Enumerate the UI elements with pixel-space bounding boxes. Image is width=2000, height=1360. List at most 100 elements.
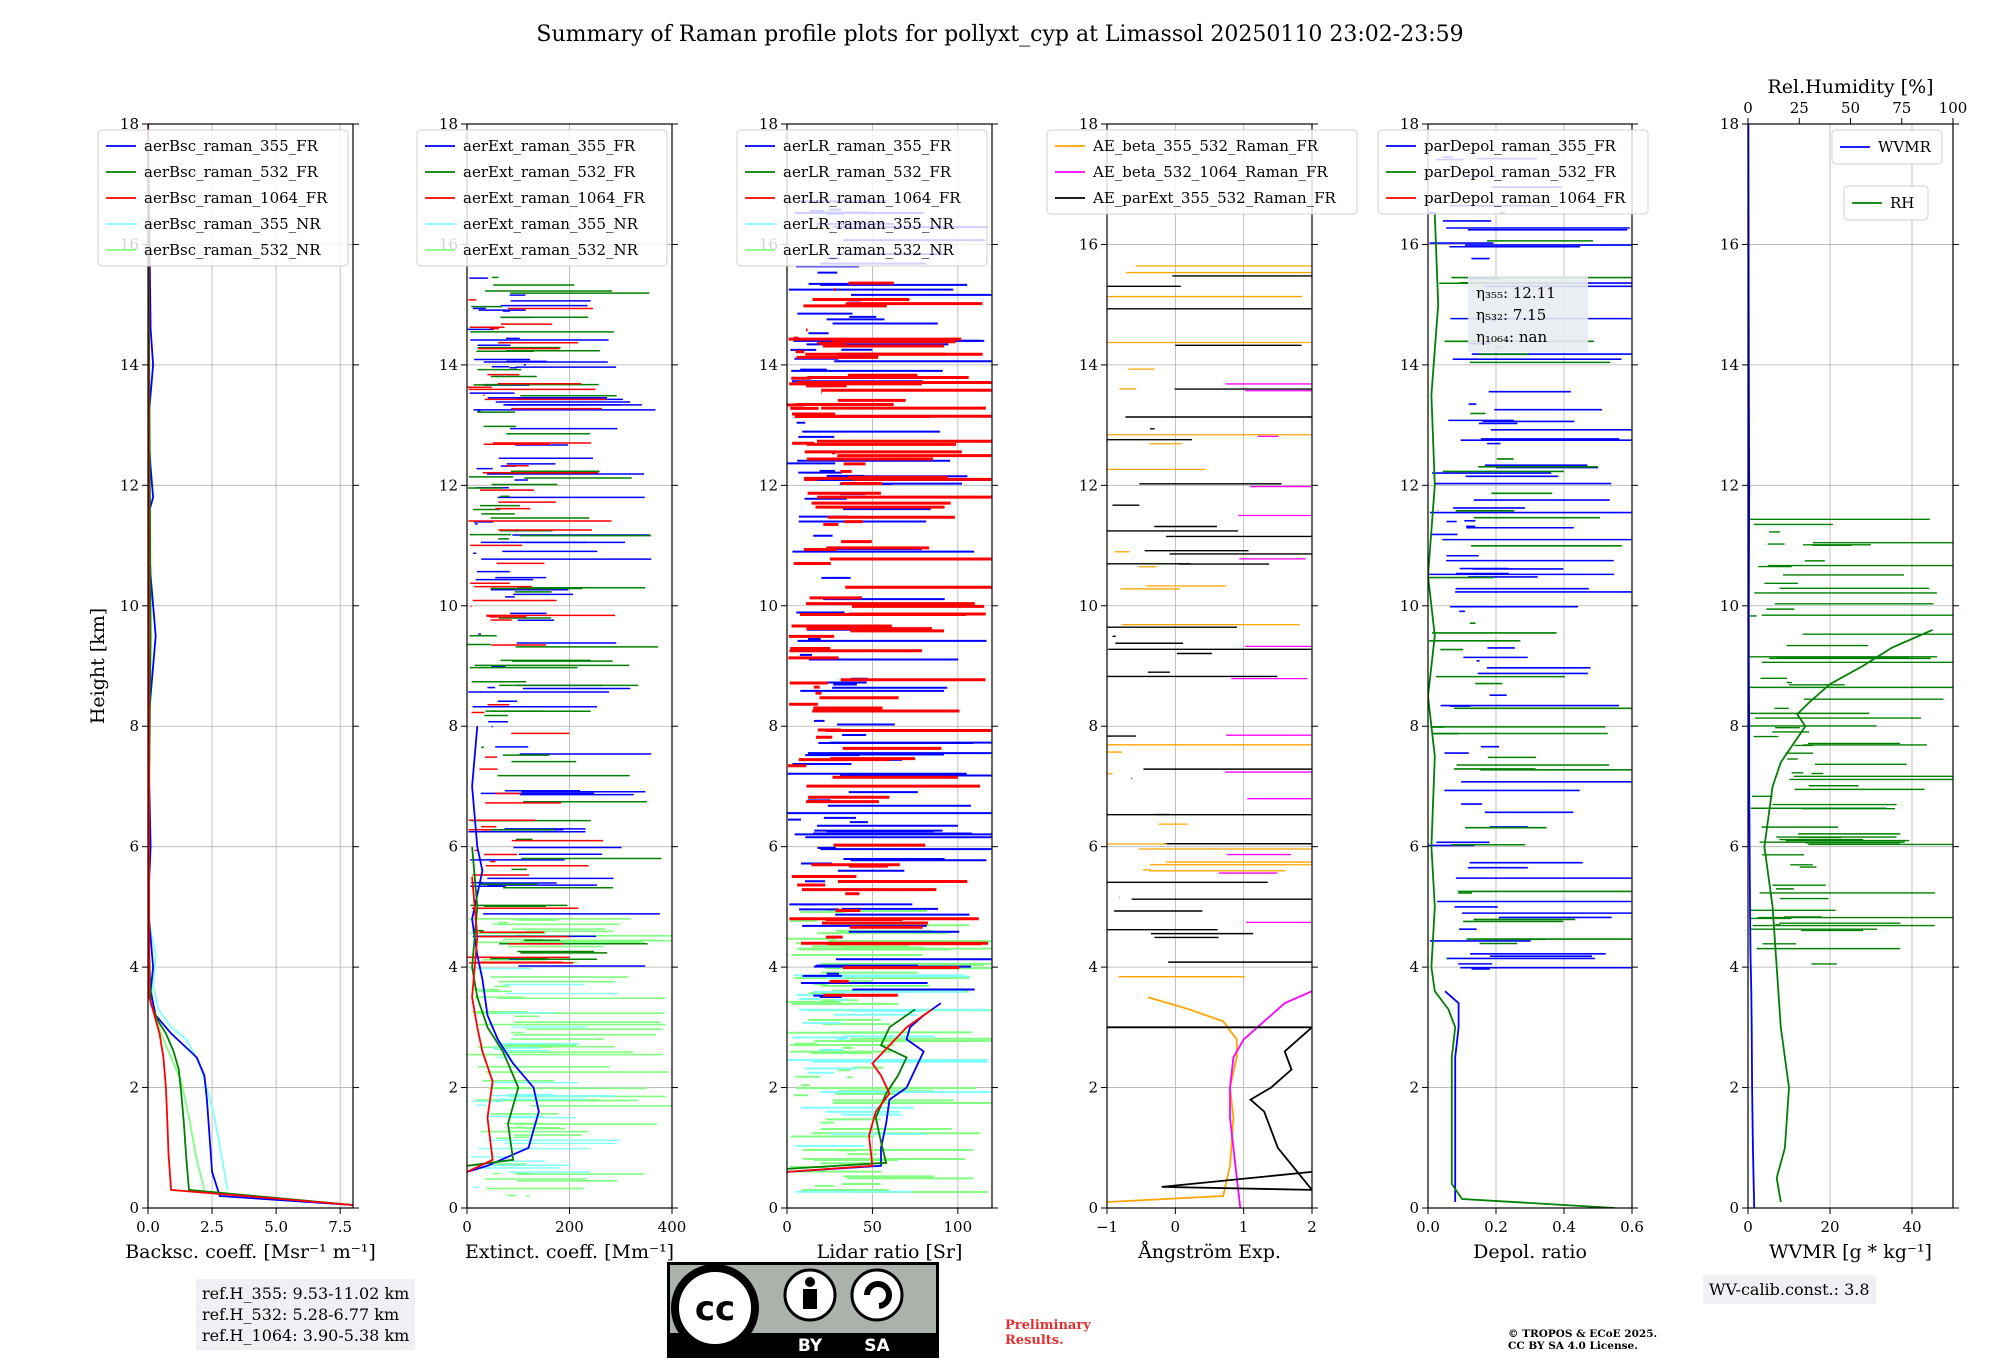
y-tick-label: 4: [129, 958, 139, 976]
series-AE_beta_532_1064_Raman_FR: [1229, 990, 1312, 1208]
eta-1064: η₁₀₆₄: nan: [1476, 328, 1547, 346]
y-tick-label: 12: [439, 476, 458, 494]
y-tick-label: 2: [1409, 1079, 1419, 1097]
eta-355: η₃₅₅: 12.11: [1476, 284, 1556, 302]
cc-by-sa-license-badge: cc BY SA: [667, 1262, 939, 1358]
legend-label: aerLR_raman_532_FR: [783, 163, 952, 181]
y-tick-label: 8: [1088, 717, 1098, 735]
x-tick-label: 200: [555, 1218, 584, 1236]
legend-label: aerBsc_raman_1064_FR: [144, 189, 328, 207]
top-x-axis-label: Rel.Humidity [%]: [1767, 76, 1933, 98]
y-tick-label: 14: [120, 356, 139, 374]
x-axis-label: WVMR [g * kg⁻¹]: [1769, 1241, 1932, 1263]
y-tick-label: 4: [1088, 958, 1098, 976]
panel-wv: 0 2 4 6 8 10 12 14 16 18 0 20 40 WVMR [g * kg⁻¹]: [1720, 115, 1959, 1263]
eta-box: [1468, 276, 1588, 352]
legend-label: AE_beta_532_1064_Raman_FR: [1092, 163, 1328, 181]
x-tick-label: 0.6: [1620, 1218, 1644, 1236]
series-RH: [1763, 629, 1933, 1203]
legend: AE_beta_355_532_Raman_FR AE_beta_532_1064…: [1046, 129, 1358, 215]
legend: aerBsc_raman_355_FR aerBsc_raman_532_FRae…: [97, 129, 349, 267]
legend: WVMR RH: [1831, 129, 1943, 221]
eta-532: η₅₃₂: 7.15: [1476, 306, 1546, 324]
cc-text: cc: [695, 1289, 735, 1329]
y-tick-label: 2: [1729, 1079, 1739, 1097]
legend-label: AE_parExt_355_532_Raman_FR: [1092, 189, 1337, 207]
top-x-tick-label: 50: [1841, 99, 1860, 117]
y-tick-label: 8: [448, 717, 458, 735]
sa-text: SA: [864, 1336, 890, 1356]
x-tick-label: 0.0: [1416, 1218, 1440, 1236]
y-tick-label: 0: [1409, 1199, 1419, 1217]
y-tick-label: 8: [1409, 717, 1419, 735]
series-aerLR_raman_355_FR: [787, 1002, 942, 1173]
copyright-line-1: © TROPOS & ECoE 2025.: [1508, 1328, 1658, 1340]
legend: aerLR_raman_355_FR aerLR_raman_532_FR aerL…: [736, 129, 988, 267]
copyright-line-2: CC BY SA 4.0 License.: [1508, 1340, 1638, 1352]
y-tick-label: 16: [1079, 235, 1098, 253]
y-tick-label: 18: [1400, 115, 1419, 133]
wv-calibration-box: WV-calib.const.: 3.8: [1703, 1275, 1876, 1304]
y-tick-label: 0: [1729, 1199, 1739, 1217]
legend: aerExt_raman_355_FR aerExt_raman_532_FRae…: [416, 129, 668, 267]
top-x-tick-label: 0: [1743, 99, 1753, 117]
noise-spikes: [467, 276, 672, 1197]
x-tick-label: 0.0: [136, 1218, 160, 1236]
legend-label: parDepol_raman_532_FR: [1424, 163, 1617, 181]
axes-frame: [147, 123, 354, 1209]
legend-box: [97, 129, 349, 267]
series-parDepol_raman_355_FR: [1444, 990, 1460, 1202]
y-tick-label: 12: [1079, 476, 1098, 494]
series-aerExt_raman_355_FR: [467, 726, 540, 1173]
y-tick-label: 4: [768, 958, 778, 976]
x-tick-label: 2.5: [200, 1218, 224, 1236]
ref-height-355: ref.H_355: 9.53-11.02 km: [202, 1284, 410, 1303]
preliminary-note: Preliminary Results.: [1005, 1318, 1091, 1348]
y-tick-label: 8: [768, 717, 778, 735]
legend: parDepol_raman_355_FR parDepol_raman_532_…: [1377, 129, 1649, 215]
legend-box: [1046, 129, 1358, 215]
y-tick-label: 4: [1409, 958, 1419, 976]
x-tick-label: 40: [1902, 1218, 1921, 1236]
legend-label: aerBsc_raman_532_FR: [144, 163, 319, 181]
y-tick-label: 10: [1079, 597, 1098, 615]
x-tick-label: 5.0: [264, 1218, 288, 1236]
sa-arrow-icon: [864, 1281, 892, 1309]
y-tick-label: 14: [1720, 356, 1739, 374]
x-axis-label: Depol. ratio: [1473, 1241, 1587, 1263]
y-tick-label: 2: [129, 1079, 139, 1097]
x-tick-label: 1: [1239, 1218, 1249, 1236]
by-text: BY: [798, 1336, 823, 1356]
x-tick-label: 7.5: [328, 1218, 352, 1236]
x-tick-label: 50: [863, 1218, 882, 1236]
y-tick-label: 6: [448, 838, 458, 856]
y-tick-label: 0: [448, 1199, 458, 1217]
legend-label: aerLR_raman_355_FR: [783, 137, 952, 155]
y-tick-label: 6: [1409, 838, 1419, 856]
legend-label: AE_beta_355_532_Raman_FR: [1092, 137, 1319, 155]
legend-label: parDepol_raman_355_FR: [1424, 137, 1617, 155]
preliminary-line-2: Results.: [1005, 1333, 1064, 1348]
x-axis-label: Extinct. coeff. [Mm⁻¹]: [465, 1241, 674, 1263]
panel-ext: 0246810121416180200400Extinct. coeff. [M…: [416, 115, 686, 1263]
eta-annotation: η₃₅₅: 12.11 η₅₃₂: 7.15 η₁₀₆₄: nan: [1468, 276, 1588, 352]
legend-box: [736, 129, 988, 267]
y-tick-label: 14: [1400, 356, 1419, 374]
legend-label: aerExt_raman_355_NR: [463, 215, 639, 233]
series-aerExt_raman_532_FR: [467, 846, 520, 1167]
axes-frame: [1106, 123, 1313, 1209]
copyright-note: © TROPOS & ECoE 2025. CC BY SA 4.0 Licen…: [1508, 1328, 1657, 1352]
y-tick-label: 0: [129, 1199, 139, 1217]
top-x-tick-label: 75: [1892, 99, 1911, 117]
legend-label: aerLR_raman_532_NR: [783, 241, 954, 259]
axes-frame: [466, 123, 673, 1209]
legend-box: [416, 129, 668, 267]
y-tick-label: 6: [1088, 838, 1098, 856]
top-x-tick-label: 25: [1790, 99, 1809, 117]
y-tick-label: 0: [1088, 1199, 1098, 1217]
series-aerBsc_raman_355_NR: [148, 906, 229, 1191]
series-WVMR: [1748, 124, 1756, 1208]
ref-height-1064: ref.H_1064: 3.90-5.38 km: [202, 1326, 410, 1345]
axes-frame: [1747, 123, 1954, 1209]
